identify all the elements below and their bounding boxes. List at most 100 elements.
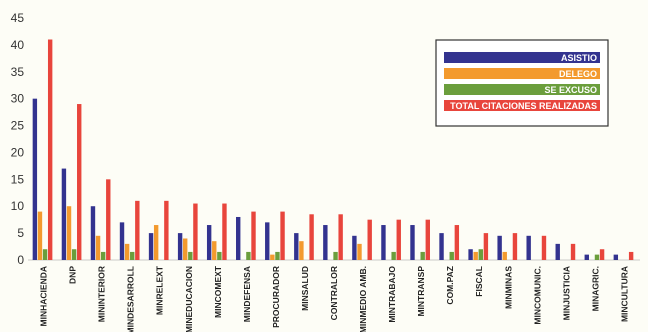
x-tick-label: COM.PAZ (445, 266, 455, 305)
bar (570, 243, 576, 260)
bar (280, 211, 285, 260)
bar (95, 235, 101, 260)
bar (391, 251, 396, 260)
bar (299, 241, 304, 260)
bar (526, 235, 531, 260)
x-tick-label: PROCURADOR (271, 266, 281, 328)
x-tick-label: MINDEFENSA (242, 266, 252, 322)
bar (396, 219, 401, 260)
legend-swatch (444, 84, 600, 95)
bar (483, 233, 489, 260)
legend-label: TOTAL CITACIONES REALIZADAS (450, 101, 597, 111)
bar (323, 225, 328, 260)
legend-label: SE EXCUSO (544, 85, 597, 95)
bar (42, 249, 48, 260)
bar (478, 249, 483, 260)
bar (206, 225, 212, 260)
bar (454, 225, 460, 260)
x-tick-label: FISCAL (474, 266, 484, 297)
bar (599, 249, 605, 260)
bar (66, 206, 72, 260)
bar-group (61, 104, 82, 260)
x-tick-label: MINDESARROLL (126, 266, 136, 332)
bar (251, 211, 256, 260)
bar (352, 235, 357, 260)
bar (246, 251, 251, 260)
x-tick-label: MINEDUCACION (184, 266, 194, 332)
bar-group (32, 39, 53, 261)
bar (135, 200, 140, 260)
bar-group (294, 214, 314, 260)
bar-group (265, 211, 285, 260)
bar (148, 233, 154, 260)
x-tick-label: MINMEDIO AMB. (358, 266, 368, 332)
bar-group (613, 251, 634, 260)
bar (153, 225, 159, 260)
bar (275, 251, 280, 260)
bar (473, 251, 478, 260)
legend-label: ASISTIO (561, 53, 597, 63)
x-tick-label: MINAGRIC. (590, 266, 600, 311)
x-tick-label: MINCULTURA (619, 266, 629, 322)
bar-group (468, 233, 489, 260)
legend: ASISTIO DELEGO SE EXCUSO TOTAL CITACIONES R… (435, 39, 609, 127)
bar-group (323, 214, 343, 260)
bar (502, 251, 507, 260)
bar (37, 211, 43, 260)
bar-group (148, 200, 169, 260)
bar (119, 222, 125, 260)
bar (338, 214, 343, 260)
x-tick-label: MINCOMUNIC. (532, 266, 542, 325)
bar (183, 238, 188, 260)
y-tick-label: 45 (11, 11, 25, 25)
bar (381, 225, 386, 260)
bar-group (584, 249, 605, 260)
bar (449, 251, 454, 260)
bar (628, 251, 634, 260)
bar (333, 251, 338, 260)
y-tick-label: 0 (17, 253, 24, 267)
bar (177, 233, 183, 260)
y-tick-label: 30 (11, 92, 25, 106)
x-tick-label: MINTRABAJO (387, 266, 397, 323)
y-tick-label: 35 (11, 65, 25, 79)
bar (71, 249, 77, 260)
bar (100, 251, 106, 260)
bar-group (497, 233, 518, 260)
bar (188, 251, 193, 260)
bar-group (177, 203, 198, 260)
bar (270, 254, 275, 260)
legend-swatch (444, 100, 600, 111)
bar (357, 243, 362, 260)
y-tick-label: 5 (17, 226, 24, 240)
bar (468, 249, 473, 260)
bar-group (206, 203, 227, 260)
legend-swatch (444, 52, 600, 63)
bar (367, 219, 372, 260)
x-tick-label: MININTERIOR (97, 266, 107, 322)
legend-swatch (444, 68, 600, 79)
bar-group (90, 179, 111, 260)
bar (47, 39, 53, 261)
x-tick-label: MINCOMEXT (213, 265, 223, 318)
bar (309, 214, 314, 260)
bar (193, 203, 198, 260)
x-tick-label: MINMINAS (503, 266, 513, 309)
bar-group (119, 200, 140, 260)
bar (512, 233, 518, 260)
y-tick-label: 20 (11, 145, 25, 159)
bar (77, 104, 82, 260)
bar (555, 243, 560, 260)
bar-group (352, 219, 372, 260)
bar (61, 168, 67, 260)
bar (584, 254, 589, 260)
bar (124, 243, 130, 260)
legend-label: DELEGO (559, 69, 597, 79)
y-tick-label: 10 (11, 199, 25, 213)
bar (106, 179, 111, 260)
y-axis: 0 5 10 15 20 25 30 35 40 45 (11, 11, 640, 267)
bar-group (555, 243, 576, 260)
bar (212, 241, 217, 260)
